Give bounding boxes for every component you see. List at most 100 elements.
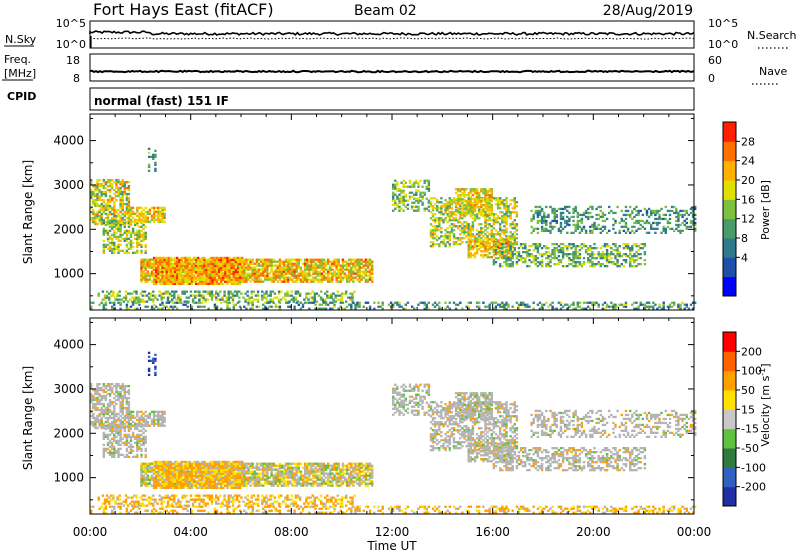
power-cell [335,277,337,279]
power-cell [650,228,652,230]
power-cell [163,209,165,211]
power-cell [280,299,282,301]
power-cell [289,263,291,265]
power-cell [575,263,577,265]
power-cell [109,197,111,199]
power-cell [226,271,228,273]
power-cell [447,201,449,203]
power-cell [140,299,142,301]
power-cell [142,240,144,242]
power-cell [179,299,181,301]
power-cell [170,277,172,279]
power-cell [117,230,119,232]
power-cell [205,279,207,281]
power-cell [449,211,451,213]
power-cell [202,291,204,293]
power-cell [367,281,369,283]
power-cell [312,302,314,304]
power-cell [468,194,470,196]
power-cell [560,304,562,306]
power-cell [261,299,263,301]
power-cell [233,271,235,273]
power-cell [168,267,170,269]
power-cell [197,283,199,285]
power-cell [119,215,121,217]
power-cell [566,216,568,218]
power-cell [130,213,132,215]
power-cell [501,201,503,203]
power-cell [138,213,140,215]
power-cell [189,267,191,269]
power-cell [453,211,455,213]
power-cell [470,233,472,235]
power-cell [295,291,297,293]
power-cell [633,222,635,224]
power-cell [595,263,597,265]
power-cell [293,263,295,265]
power-cell [444,233,446,235]
power-cell [591,263,593,265]
power-cell [324,299,326,301]
power-cell [298,275,300,277]
power-cell [575,265,577,267]
power-cell [287,277,289,279]
power-cell [415,190,417,192]
power-cell [145,275,147,277]
power-cell [484,219,486,221]
power-cell [170,283,172,285]
power-cell [646,220,648,222]
power-cell [270,277,272,279]
power-cell [109,250,111,252]
power-cell [556,249,558,251]
power-cell [537,261,539,263]
power-cell [115,236,117,238]
power-cell [562,265,564,267]
power-cell [516,225,518,227]
power-cell [459,302,461,304]
power-cell [239,283,241,285]
power-cell [194,297,196,299]
power-cell [663,218,665,220]
power-cell [392,204,394,206]
power-cell [537,212,539,214]
power-cell [562,257,564,259]
power-cell [228,293,230,295]
power-cell [268,263,270,265]
power-cell [268,306,270,308]
power-cell [281,269,283,271]
power-cell [210,257,212,259]
power-cell [516,215,518,217]
power-cell [174,283,176,285]
velocity-cell [94,399,96,401]
power-cell [136,215,138,217]
power-cell [108,299,110,301]
power-cell [262,304,264,306]
power-cell [113,252,115,254]
power-cell [152,301,154,303]
power-cell [187,259,189,261]
power-cell [145,263,147,265]
power-cell [172,302,174,304]
power-cell [577,245,579,247]
power-cell [285,269,287,271]
power-cell [667,220,669,222]
power-cell [152,295,154,297]
power-cell [440,201,442,203]
power-cell [142,273,144,275]
power-cell [335,273,337,275]
power-cell [114,297,116,299]
power-cell [646,306,648,308]
velocity-cell [98,425,100,427]
power-cell [331,263,333,265]
power-cell [583,212,585,214]
power-cell [352,302,354,304]
power-cell [493,259,495,261]
power-cell [652,302,654,304]
power-cell [94,223,96,225]
power-cell [614,304,616,306]
power-cell [516,241,518,243]
power-cell [363,306,365,308]
power-cell [256,261,258,263]
power-cell [585,216,587,218]
power-cell [283,275,285,277]
